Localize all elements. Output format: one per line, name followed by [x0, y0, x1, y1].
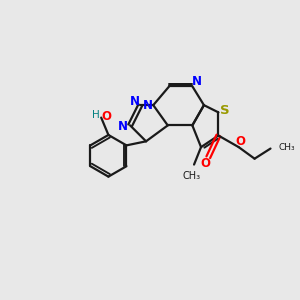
Text: O: O [235, 135, 245, 148]
Text: N: N [142, 99, 152, 112]
Text: O: O [101, 110, 111, 123]
Text: H: H [92, 110, 100, 120]
Text: O: O [200, 157, 210, 169]
Text: N: N [130, 95, 140, 108]
Text: S: S [220, 104, 230, 117]
Text: N: N [192, 76, 202, 88]
Text: N: N [118, 120, 128, 133]
Text: CH₃: CH₃ [279, 142, 295, 152]
Text: CH₃: CH₃ [182, 171, 200, 181]
